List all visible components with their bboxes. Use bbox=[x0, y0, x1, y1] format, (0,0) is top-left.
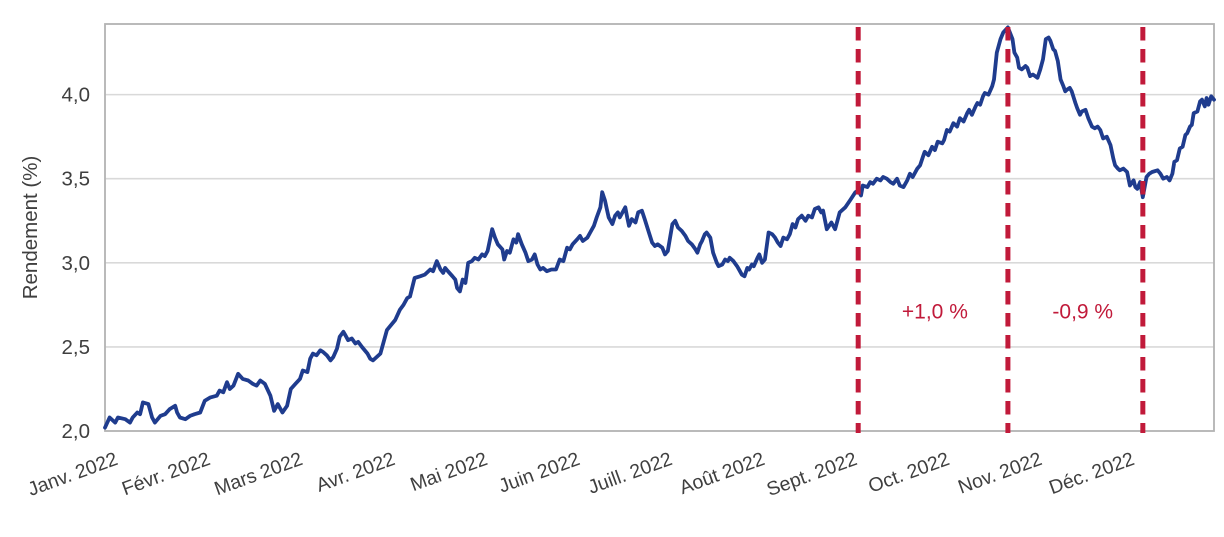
delta-annotations: +1,0 % -0,9 % bbox=[902, 301, 1113, 324]
x-tick-label: Août 2022 bbox=[677, 448, 768, 499]
x-tick-label: Déc. 2022 bbox=[1046, 448, 1137, 499]
x-tick-label: Juin 2022 bbox=[496, 448, 583, 498]
x-tick-label: Avr. 2022 bbox=[313, 448, 398, 497]
x-tick-label: Févr. 2022 bbox=[119, 448, 213, 500]
y-axis-tick-labels: 2,0 2,5 3,0 3,5 4,0 bbox=[62, 84, 91, 443]
x-tick-label: Nov. 2022 bbox=[955, 448, 1045, 499]
event-dashed-lines bbox=[855, 27, 1146, 433]
gridlines bbox=[105, 93, 1214, 348]
y-axis-title: Rendement (%) bbox=[19, 156, 42, 300]
x-tick-label: Oct. 2022 bbox=[865, 448, 952, 498]
x-tick-label: Janv. 2022 bbox=[25, 448, 121, 501]
x-tick-label: Mai 2022 bbox=[407, 448, 490, 496]
delta-annotation-label: -0,9 % bbox=[1052, 301, 1113, 324]
y-tick-label: 3,0 bbox=[62, 252, 91, 275]
y-tick-label: 2,0 bbox=[62, 420, 91, 443]
yield-line bbox=[103, 25, 1216, 430]
y-tick-label: 2,5 bbox=[62, 336, 91, 359]
plot-border bbox=[104, 23, 1215, 432]
x-tick-label: Juill. 2022 bbox=[585, 448, 675, 499]
x-tick-label: Sept. 2022 bbox=[764, 448, 860, 501]
y-tick-label: 3,5 bbox=[62, 168, 91, 191]
delta-annotation-label: +1,0 % bbox=[902, 301, 968, 324]
x-tick-label: Mars 2022 bbox=[211, 448, 305, 500]
y-tick-label: 4,0 bbox=[62, 84, 91, 107]
